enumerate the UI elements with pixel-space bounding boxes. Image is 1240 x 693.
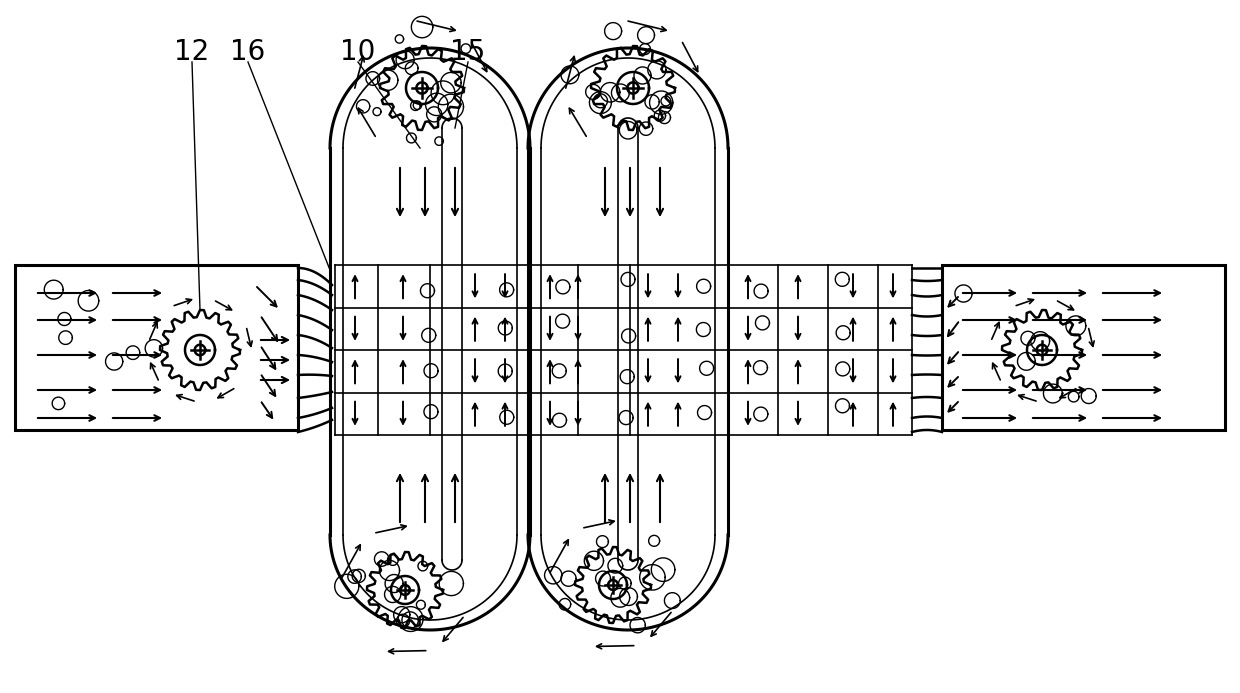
Text: 12: 12: [175, 38, 210, 66]
Bar: [15, 265, 298, 430]
Text: 15: 15: [450, 38, 486, 66]
Text: 10: 10: [340, 38, 376, 66]
Text: 16: 16: [231, 38, 265, 66]
Bar: [942, 265, 1225, 430]
